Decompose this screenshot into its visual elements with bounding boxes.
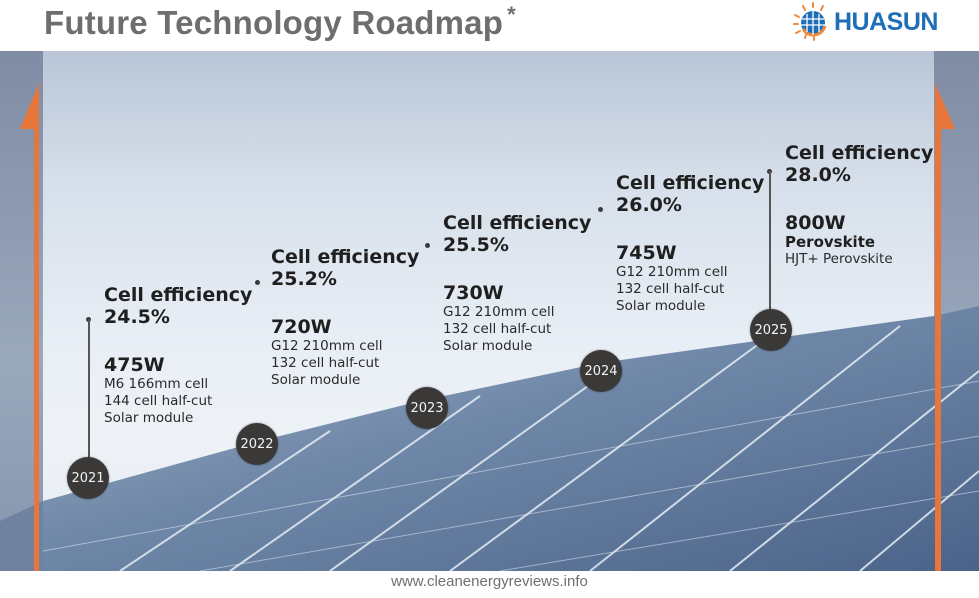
stage-2021-connector <box>88 319 90 459</box>
detail-line: Solar module <box>271 372 361 388</box>
module-power: 745W <box>616 242 677 264</box>
module-power: 475W <box>104 354 165 376</box>
module-power: 720W <box>271 316 332 338</box>
stage-2024-marker <box>598 207 603 212</box>
year-badge-2021: 2021 <box>67 457 109 499</box>
stage-2022: Cell efficiency 25.2% 720W G12 210mm cel… <box>271 246 419 389</box>
detail-line: 132 cell half-cut <box>443 321 552 337</box>
logo-wordmark: HUASUN <box>834 7 938 36</box>
stage-2021: Cell efficiency 24.5% 475W M6 166mm cell… <box>104 284 252 427</box>
detail-line: G12 210mm cell <box>443 304 555 320</box>
efficiency-label: Cell efficiency <box>443 212 592 234</box>
efficiency-value: 25.5% <box>443 234 509 256</box>
stage-2024: Cell efficiency 26.0% 745W G12 210mm cel… <box>616 172 764 315</box>
title-asterisk: * <box>507 2 516 27</box>
left-upward-arrow-icon <box>20 83 39 571</box>
huasun-logo: HUASUN <box>792 2 938 42</box>
stage-2025: Cell efficiency 28.0% 800W Perovskite HJ… <box>785 142 933 268</box>
detail-line: HJT+ Perovskite <box>785 251 893 267</box>
year-badge-2024: 2024 <box>580 350 622 392</box>
stage-2022-marker <box>255 280 260 285</box>
detail-line: 132 cell half-cut <box>271 355 380 371</box>
right-upward-arrow-icon <box>935 83 955 571</box>
module-power: 800W <box>785 212 846 234</box>
efficiency-label: Cell efficiency <box>271 246 420 268</box>
year-badge-2022: 2022 <box>236 423 278 465</box>
roadmap-panel: Cell efficiency 24.5% 475W M6 166mm cell… <box>0 51 979 571</box>
page-title: Future Technology Roadmap * <box>44 2 516 42</box>
efficiency-value: 24.5% <box>104 306 170 328</box>
title-text: Future Technology Roadmap <box>44 4 504 41</box>
detail-line: G12 210mm cell <box>616 264 728 280</box>
stage-2023-marker <box>425 243 430 248</box>
efficiency-label: Cell efficiency <box>616 172 765 194</box>
efficiency-value: 25.2% <box>271 268 337 290</box>
stage-2025-connector <box>769 171 771 311</box>
detail-line: 144 cell half-cut <box>104 393 213 409</box>
detail-line: 132 cell half-cut <box>616 281 725 297</box>
efficiency-label: Cell efficiency <box>785 142 934 164</box>
detail-line: M6 166mm cell <box>104 376 209 392</box>
year-badge-2023: 2023 <box>406 387 448 429</box>
year-badge-2025: 2025 <box>750 309 792 351</box>
detail-line: Solar module <box>443 338 533 354</box>
source-url: www.cleanenergyreviews.info <box>391 573 588 590</box>
module-power: 730W <box>443 282 504 304</box>
detail-line: Perovskite <box>785 233 876 251</box>
sun-globe-logo-icon <box>793 2 827 41</box>
efficiency-value: 26.0% <box>616 194 682 216</box>
efficiency-value: 28.0% <box>785 164 851 186</box>
stage-2023: Cell efficiency 25.5% 730W G12 210mm cel… <box>443 212 591 355</box>
efficiency-label: Cell efficiency <box>104 284 253 306</box>
detail-line: G12 210mm cell <box>271 338 383 354</box>
detail-line: Solar module <box>104 410 194 426</box>
detail-line: Solar module <box>616 298 706 314</box>
